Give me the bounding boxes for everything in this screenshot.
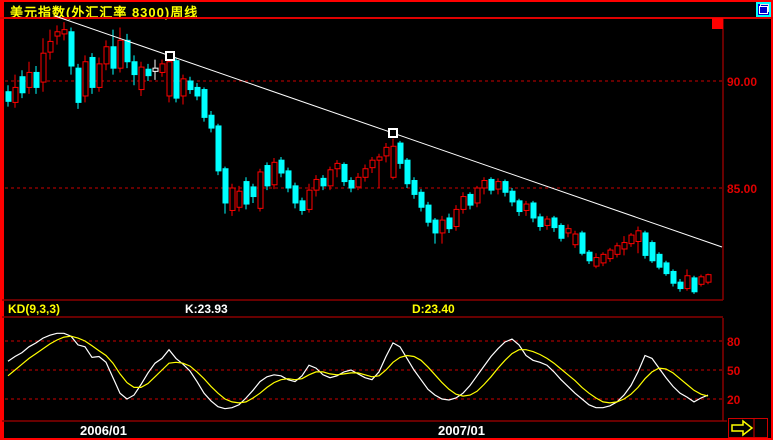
right-arrow-icon [731, 419, 755, 437]
price-tick-90: 90.00 [727, 75, 758, 89]
scroll-right-button[interactable] [728, 418, 768, 438]
kd-tick-80: 80 [727, 335, 741, 349]
window-border-left [0, 0, 4, 440]
kd-d-value: D:23.40 [412, 302, 455, 316]
d-line [7, 335, 709, 404]
window-border-top [0, 0, 773, 2]
date-label-2006: 2006/01 [80, 423, 127, 438]
window-border-right [771, 0, 773, 440]
trendline-anchor [165, 51, 175, 61]
title-separator [0, 17, 773, 19]
candlestick-series [5, 22, 712, 294]
kd-indicator-label: KD(9,3,3) [8, 302, 61, 316]
price-tick-85: 85.00 [727, 182, 758, 196]
selection-marker-square [712, 18, 723, 29]
kd-k-value: K:23.93 [185, 302, 228, 316]
restore-window-icon[interactable] [756, 2, 771, 17]
kd-tick-50: 50 [727, 364, 741, 378]
k-line [7, 332, 709, 410]
date-label-2007: 2007/01 [438, 423, 485, 438]
gridlines [5, 80, 722, 400]
front-window-glyph [759, 6, 768, 14]
trendline-anchor [388, 128, 398, 138]
window-border-bottom [0, 438, 773, 440]
kd-tick-20: 20 [727, 393, 741, 407]
